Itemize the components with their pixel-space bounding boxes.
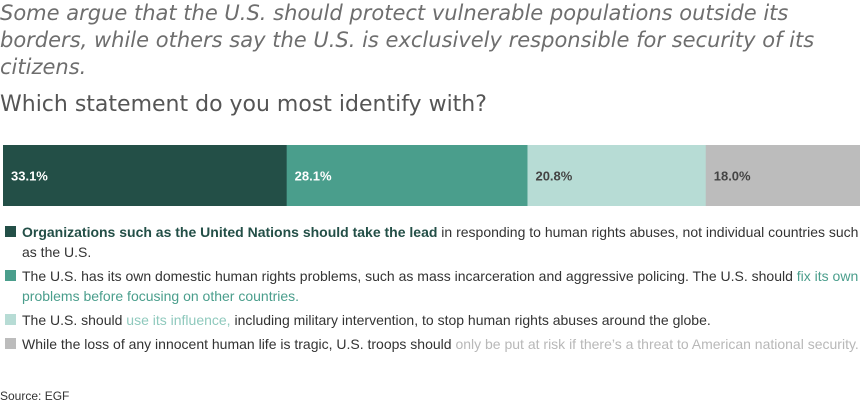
legend-swatch-1 [5, 226, 16, 237]
bar-segment-2 [286, 145, 528, 206]
legend-text-1-1: Organizations such as the United Nations… [22, 224, 438, 240]
legend-text-4-1: While the loss of any innocent human lif… [22, 336, 456, 352]
bar-value-label-3: 20.8% [535, 169, 572, 184]
bar-segment-4 [705, 145, 860, 206]
intro-text: Some argue that the U.S. should protect … [0, 1, 815, 79]
legend-item-1: Organizations such as the United Nations… [0, 222, 860, 262]
legend-swatch-2 [5, 270, 16, 281]
legend-item-2: The U.S. has its own domestic human righ… [0, 266, 860, 306]
chart-question: Which statement do you most identify wit… [0, 92, 487, 117]
bar-segment-1 [3, 145, 288, 206]
legend-text-3-3: including military intervention, to stop… [230, 312, 711, 328]
legend-text-4-2: only be put at risk if there’s a threat … [455, 336, 859, 352]
bar-value-label-2: 28.1% [295, 169, 332, 184]
legend-swatch-3 [5, 314, 16, 325]
stacked-bar-chart: 33.1% 28.1% 20.8% 18.0% [3, 145, 860, 206]
legend-item-3: The U.S. should use its influence, inclu… [0, 310, 860, 330]
legend: Organizations such as the United Nations… [0, 222, 860, 358]
bar-value-label-4: 18.0% [714, 169, 751, 184]
legend-text-2-2: fix its own problems before focusing on … [22, 268, 859, 304]
source-note: Source: EGF [0, 389, 70, 403]
legend-text-3-1: The U.S. should [22, 312, 127, 328]
bar-value-label-1: 33.1% [11, 169, 48, 184]
legend-text-2-1: The U.S. has its own domestic human righ… [22, 268, 797, 284]
bar-segment-3 [527, 145, 707, 206]
legend-swatch-4 [5, 338, 16, 349]
legend-text-1-2: in responding to human rights abuses, no… [22, 224, 859, 260]
legend-text-3-2: use its influence, [126, 312, 231, 328]
legend-item-4: While the loss of any innocent human lif… [0, 334, 860, 354]
